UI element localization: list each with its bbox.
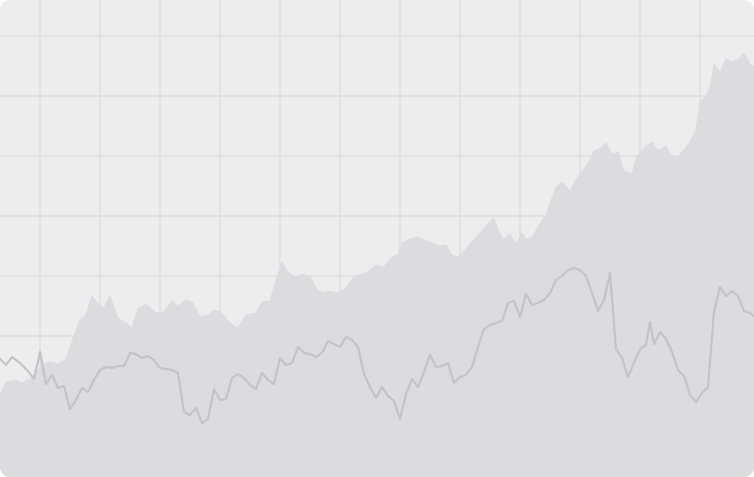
area-series	[0, 53, 754, 477]
area-series-outline	[0, 52, 754, 396]
line-series	[0, 266, 754, 425]
